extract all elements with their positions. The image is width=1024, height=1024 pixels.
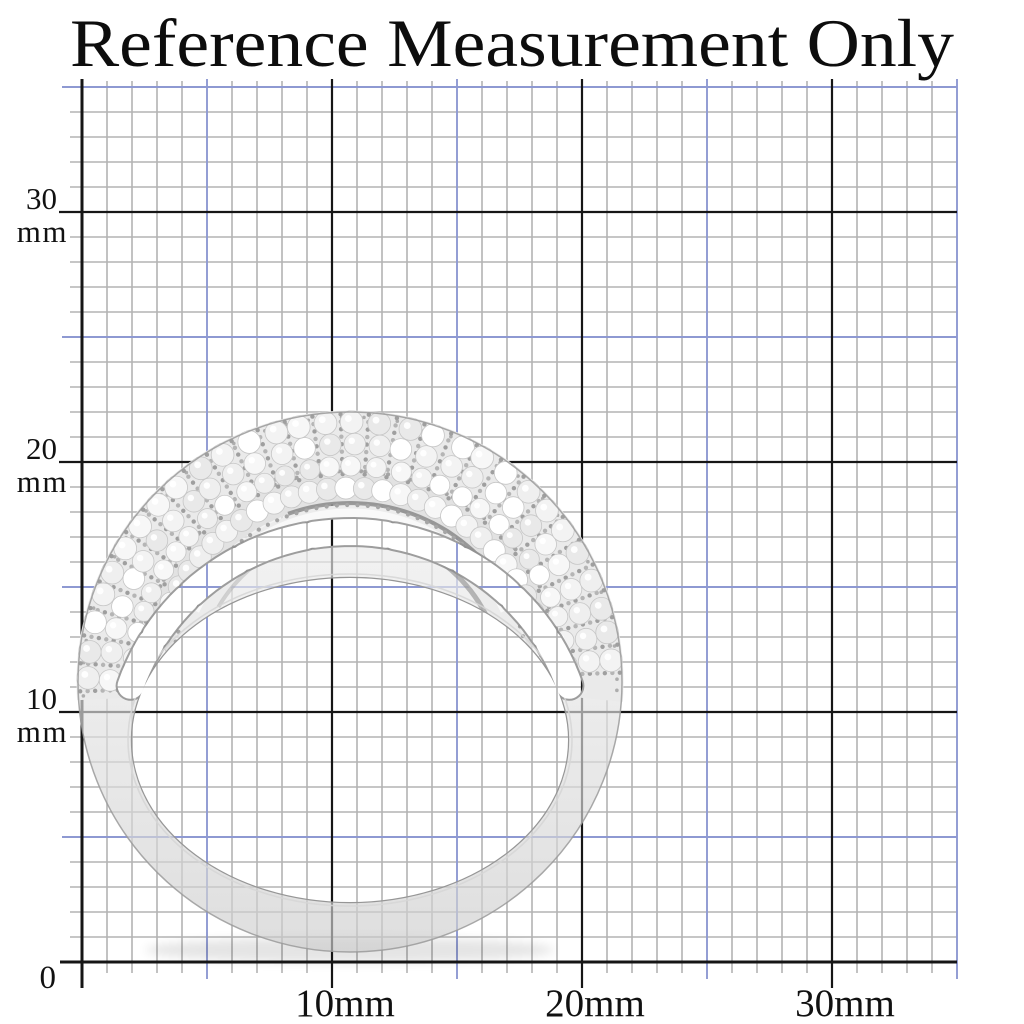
- y-axis-label-20-number: 20: [26, 431, 57, 466]
- y-axis-label-10-number: 10: [26, 681, 57, 716]
- y-axis-label-20-unit: mm: [17, 464, 68, 499]
- axis-labels: Reference Measurement Only 30 mm 20 mm 1…: [17, 5, 954, 1024]
- y-axis-label-30-unit: mm: [17, 214, 68, 249]
- x-axis-label-10mm: 10mm: [295, 982, 395, 1024]
- x-axis-label-30mm: 30mm: [795, 982, 895, 1024]
- y-axis-label-10-unit: mm: [17, 714, 68, 749]
- x-axis-label-20mm: 20mm: [545, 982, 645, 1024]
- ring-photo: [76, 410, 624, 963]
- page-title: Reference Measurement Only: [70, 5, 954, 81]
- y-axis-label-30-number: 30: [26, 181, 57, 216]
- origin-label: 0: [40, 960, 57, 996]
